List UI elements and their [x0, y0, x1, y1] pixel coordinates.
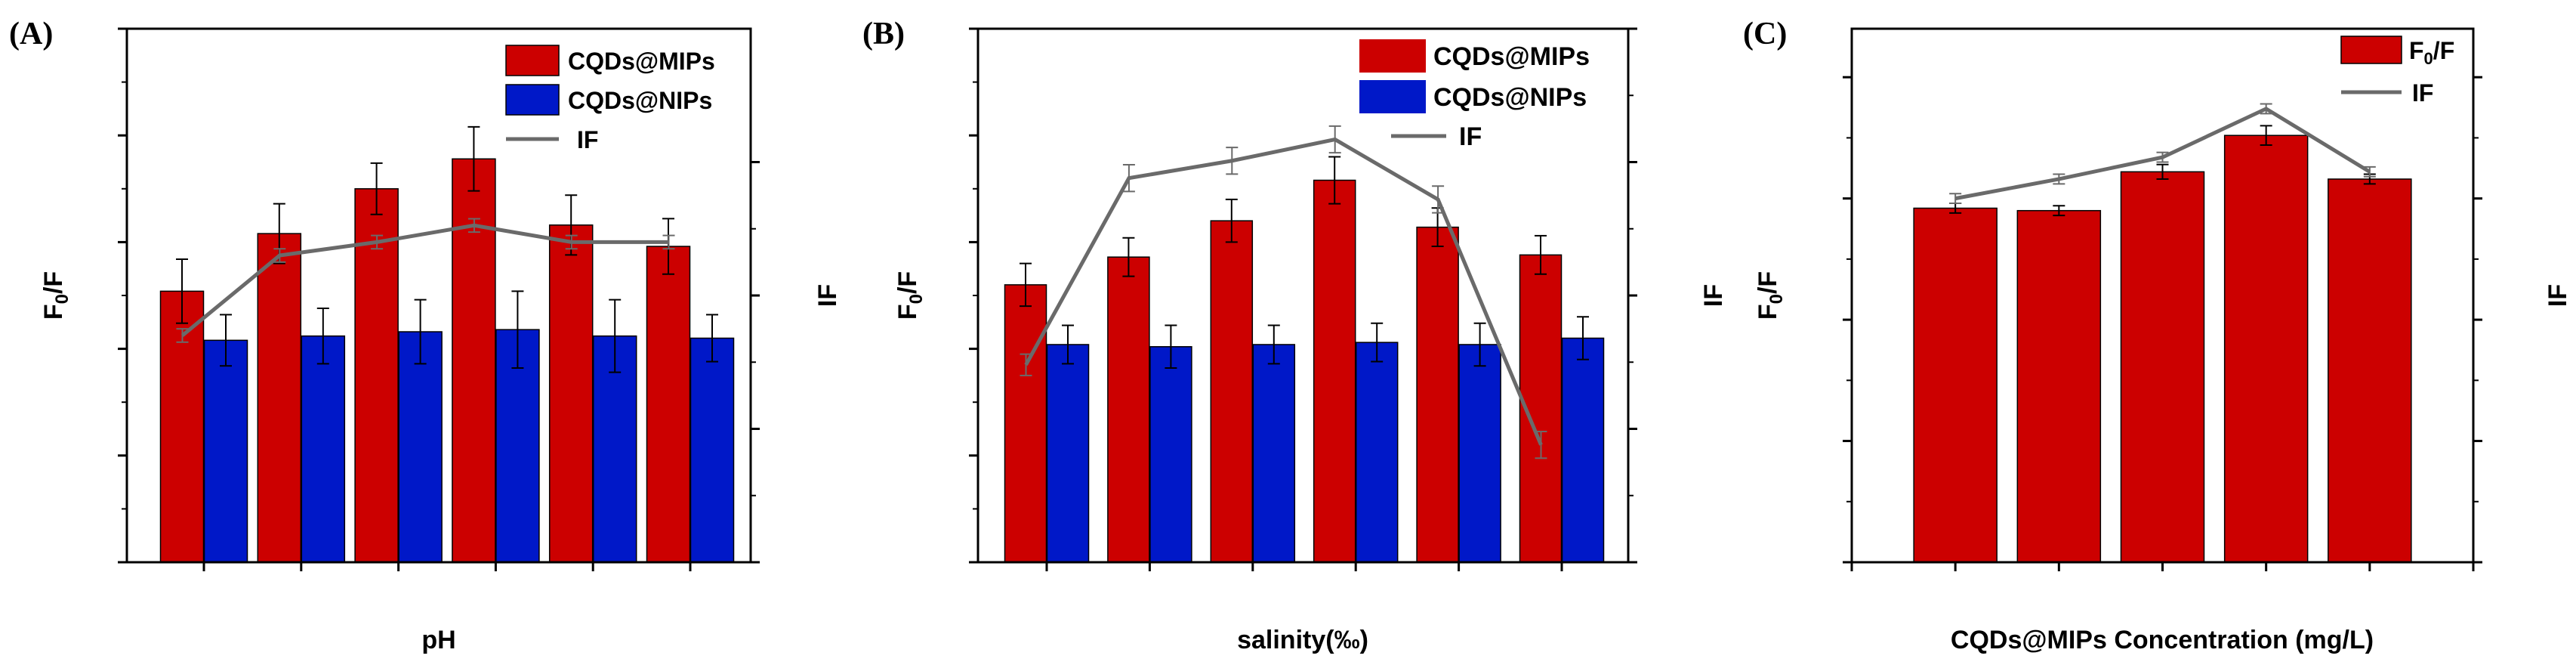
y-axis-title-b: F0/F: [893, 271, 927, 320]
y-axis-title-c: F0/F: [1754, 271, 1787, 320]
legend-label-mips-a: CQDs@MIPs: [568, 48, 715, 75]
legend-swatch-nips-a: [505, 84, 560, 116]
panel-label-a: (A): [9, 17, 53, 51]
legend-label-nips-a: CQDs@NIPs: [568, 87, 712, 114]
bar: [1046, 344, 1090, 563]
y2-axis-title-b: IF: [1699, 284, 1728, 307]
x-axis-c: [1850, 562, 2475, 571]
legend-a: CQDs@MIPs CQDs@NIPs IF: [505, 45, 715, 153]
panel-c: (C) CQDs@MIPs Concentration (mg/L) F0/F …: [1743, 17, 2572, 654]
bar: [1458, 344, 1501, 563]
bar: [354, 188, 399, 563]
legend-c: F0/F IF: [2340, 36, 2454, 107]
x-axis-a: [202, 562, 692, 571]
bar: [1107, 256, 1150, 563]
bar: [2328, 178, 2412, 563]
panel-label-c: (C): [1743, 17, 1787, 51]
bar: [1313, 179, 1356, 563]
x-axis-b: [1045, 562, 1563, 571]
bar: [2223, 135, 2309, 563]
if-line: [1024, 137, 1543, 446]
bar: [592, 335, 637, 563]
bar: [398, 331, 443, 563]
legend-swatch-nips-b: [1359, 80, 1426, 113]
y-axis-title-a: F0/F: [39, 271, 72, 320]
x-axis-title-a: pH: [421, 626, 455, 654]
bar: [2016, 209, 2102, 563]
y2-axis-title-c: IF: [2544, 284, 2572, 307]
legend-label-mips-b: CQDs@MIPs: [1433, 42, 1590, 71]
legend-swatch-mips-a: [505, 45, 560, 76]
legend-label-f0f-c: F0/F: [2409, 37, 2454, 68]
y-axis-left-c: [1843, 76, 1852, 564]
bar: [1210, 220, 1254, 563]
legend-b: CQDs@MIPs CQDs@NIPs IF: [1359, 39, 1590, 151]
bar: [1355, 342, 1399, 563]
legend-label-if-a: IF: [577, 126, 598, 153]
bar: [548, 224, 594, 563]
bar: [1913, 207, 1998, 563]
y-axis-left-a: [118, 27, 127, 564]
bar: [257, 233, 302, 563]
y-axis-right-a: [751, 161, 760, 564]
if-line: [180, 223, 669, 337]
plot-b-marks: [1004, 125, 1605, 563]
legend-label-nips-b: CQDs@NIPs: [1433, 83, 1587, 112]
bar: [1252, 344, 1296, 563]
y2-axis-title-a: IF: [813, 284, 842, 307]
bar: [690, 337, 735, 563]
plot-c-marks: [1913, 103, 2412, 563]
legend-label-if-b: IF: [1459, 122, 1482, 151]
panel-b: (B) salinity(‰) F0/F IF CQDs@MIPs CQDs@N…: [862, 17, 1728, 654]
bar: [1004, 284, 1047, 563]
legend-label-if-c: IF: [2412, 79, 2433, 107]
plot-a-marks: [159, 125, 735, 563]
y-axis-right-b: [1628, 27, 1637, 564]
y-axis-right-c: [2473, 76, 2482, 564]
x-axis-title-c: CQDs@MIPs Concentration (mg/L): [1951, 626, 2374, 654]
y-axis-left-b: [969, 27, 978, 564]
legend-swatch-mips-b: [1359, 39, 1426, 73]
x-axis-title-b: salinity(‰): [1237, 626, 1368, 654]
bar: [2120, 171, 2205, 563]
bar: [646, 246, 691, 563]
legend-swatch-f0f-c: [2340, 36, 2402, 64]
bar: [1561, 337, 1605, 563]
panel-a: (A) pH F0/F IF CQDs@MIPs CQDs@NIPs IF: [9, 17, 842, 654]
panel-label-b: (B): [862, 17, 905, 51]
bar: [301, 335, 346, 563]
bar: [1149, 346, 1192, 563]
bar: [1416, 226, 1459, 563]
bar: [203, 339, 248, 563]
